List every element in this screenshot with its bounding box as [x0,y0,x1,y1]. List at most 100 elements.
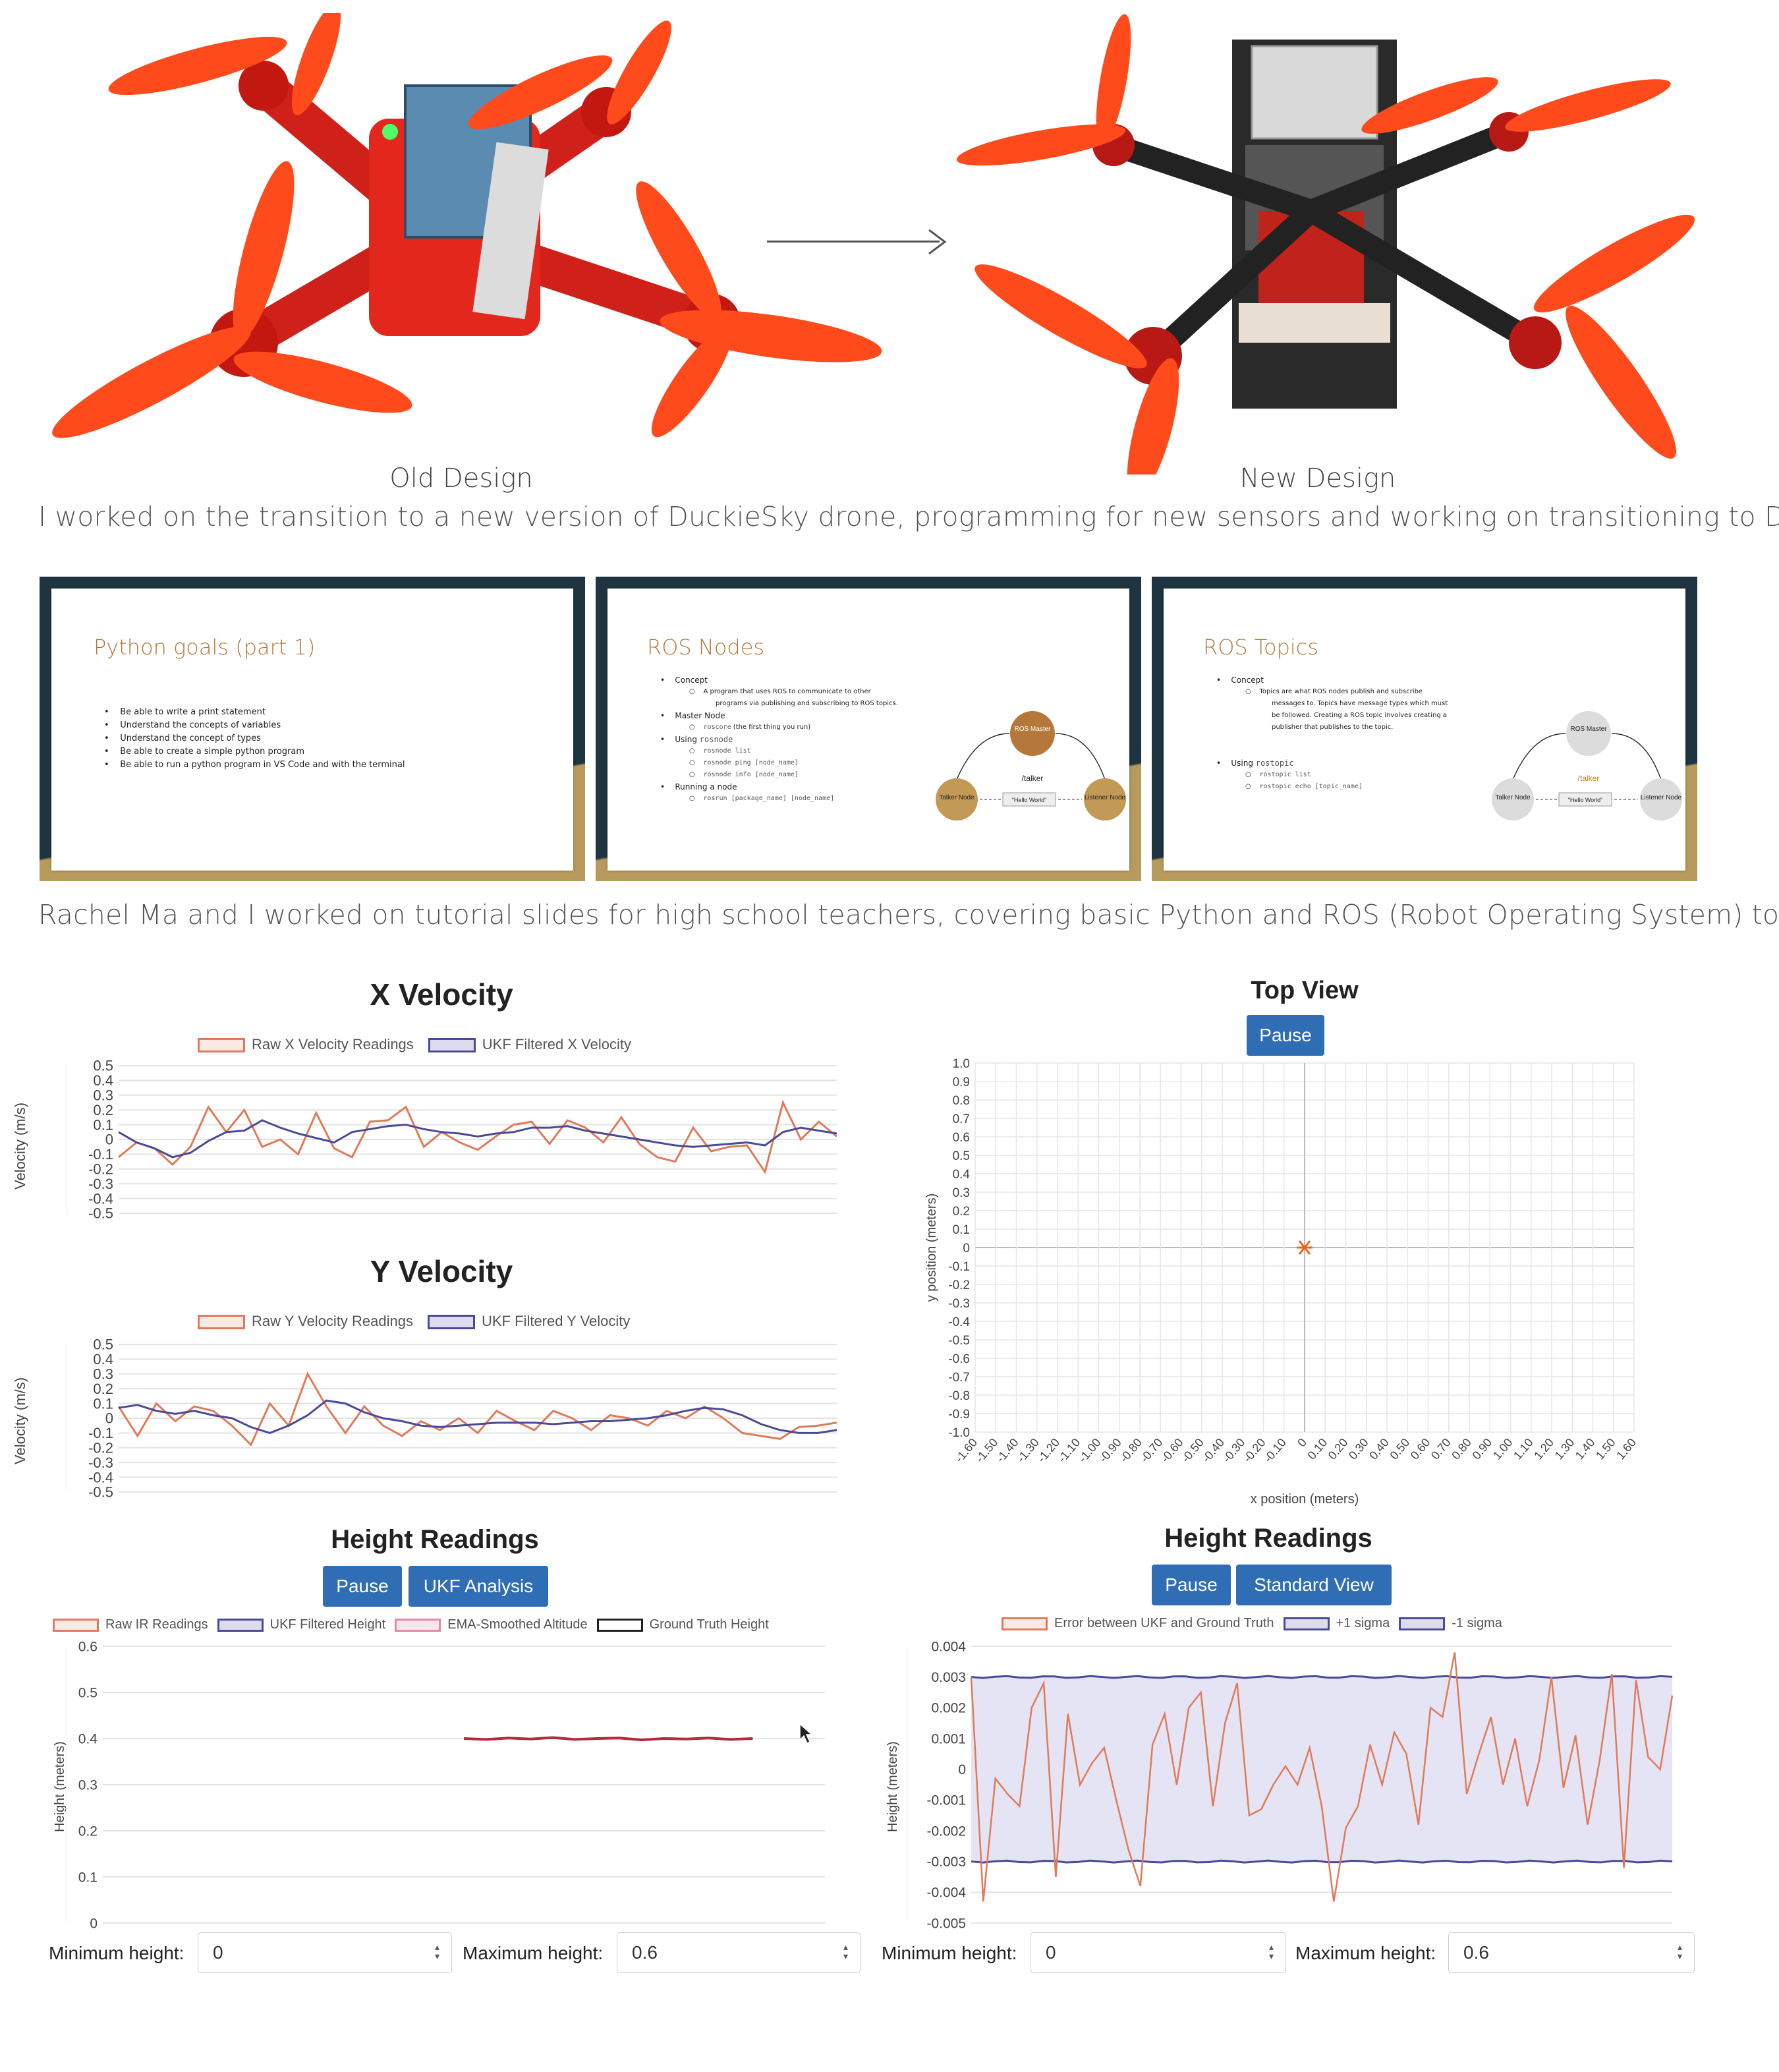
master-node [1010,711,1055,756]
x-tick-label: -1.10 [1056,1436,1083,1465]
stepper-icon[interactable]: ▴ ▾ [1677,1942,1682,1961]
y-tick-label: 0.3 [93,1087,113,1104]
series-line [117,1371,837,1447]
y-tick-label: -0.3 [948,1297,970,1311]
sub-item: ○ roscore (the first thing you run) [689,724,811,731]
stepper-icon[interactable]: ▴ ▾ [434,1942,439,1961]
y-tick-label: -0.4 [88,1469,113,1485]
top-view-pause-button[interactable]: Pause [1247,1015,1324,1056]
y-tick-label: 0.2 [93,1102,113,1118]
y-tick-label: -0.5 [88,1205,113,1222]
y-tick-label: 0.3 [93,1366,113,1383]
stepper-icon[interactable]: ▴ ▾ [1268,1942,1274,1961]
x-tick-label: -0.70 [1138,1436,1166,1465]
y-tick-label: 0.004 [931,1639,966,1654]
x-tick-label: 1.40 [1573,1436,1598,1462]
height-left-min-label: Minimum height: [49,1943,184,1963]
height-left-chart: 0.6 0.5 0.4 0.3 0.2 0.1 0 [66,1639,825,1931]
y-tick-label: -1.0 [948,1426,970,1440]
x-tick-label: 1.10 [1511,1436,1536,1462]
height-right-max-input[interactable]: 0.6 ▴ ▾ [1448,1932,1695,1973]
legend-item[interactable]: UKF Filtered Y Velocity [428,1313,630,1330]
y-tick-label: 0.1 [953,1223,970,1237]
legend-item[interactable]: Ground Truth Height [596,1617,769,1632]
slide-ros-topics: ROS Topics • Concept ○ Topics are what R… [1152,577,1697,881]
plus-sigma-line [971,1675,1673,1679]
y-tick-label: -0.3 [88,1176,113,1192]
y-tick-label: 0.001 [931,1731,966,1746]
ros-node-diagram: ROS Master /talker Talker Node Listener … [936,711,1126,820]
stepper-icon[interactable]: ▴ ▾ [843,1942,848,1961]
sub-item: ○ rostopic echo [topic_name] [1245,783,1363,790]
bullet-item: • Concept [1216,676,1264,685]
y-tick-label: 0.6 [953,1131,970,1145]
x-velocity-legend: Raw X Velocity Readings UKF Filtered X V… [198,1036,631,1053]
message-label: "Hello World" [1012,797,1047,803]
x-tick-label: -1.30 [1014,1436,1042,1465]
y-tick-label: -0.2 [88,1440,113,1456]
legend-item[interactable]: Raw Y Velocity Readings [198,1313,413,1330]
x-axis-label: x position (meters) [1251,1492,1359,1507]
slide-python-goals: Python goals (part 1) • Be able to write… [40,577,585,881]
series-line [970,1652,1674,1902]
height-right-min-input[interactable]: 0 ▴ ▾ [1031,1932,1286,1973]
height-left-max-input[interactable]: 0.6 ▴ ▾ [617,1932,861,1973]
slide-page: Python goals (part 1) • Be able to write… [51,589,573,871]
legend-item[interactable]: -1 sigma [1399,1616,1502,1631]
height-left-max-label: Maximum height: [463,1943,604,1963]
sub-item: ○ Topics are what ROS nodes publish and … [1245,688,1423,695]
legend-item[interactable]: UKF Filtered Height [217,1617,385,1632]
master-label: ROS Master [1014,726,1051,733]
slide-title: ROS Topics [1203,635,1319,660]
height-right-standard-view-button[interactable]: Standard View [1236,1565,1392,1605]
listener-label: Listener Node [1085,794,1126,801]
height-left-pause-button[interactable]: Pause [323,1566,402,1607]
height-left-title: Height Readings [331,1525,539,1554]
slide-page: ROS Nodes • Concept ○ A program that use… [607,589,1129,871]
bullet-item: • Understand the concept of types [104,734,261,743]
transition-arrow [767,241,940,243]
y-tick-label: -0.3 [88,1454,113,1471]
legend-item[interactable]: Error between UKF and Ground Truth [1002,1616,1274,1631]
legend-item[interactable]: Raw IR Readings [53,1617,208,1632]
bullet-item: • Using rosnode [660,735,733,744]
slide-ros-nodes: ROS Nodes • Concept ○ A program that use… [596,577,1141,881]
height-left-min-input[interactable]: 0 ▴ ▾ [198,1932,452,1973]
x-tick-label: -0.10 [1261,1436,1289,1465]
y-tick-label: -0.003 [926,1855,966,1870]
y-tick-label: 0.1 [93,1116,113,1133]
sub-item: publisher that publishes to the topic. [1272,724,1394,731]
master-label: ROS Master [1570,726,1607,733]
legend-item[interactable]: UKF Filtered X Velocity [428,1036,631,1053]
x-velocity-chart: 0.50.40.30.20.10-0.1-0.2-0.3-0.4-0.5 [66,1058,837,1222]
legend-item[interactable]: EMA-Smoothed Altitude [395,1617,588,1632]
x-tick-label: 0 [1295,1436,1309,1450]
y-tick-label: 0 [105,1132,113,1148]
x-tick-label: 0.60 [1408,1436,1433,1462]
legend-item[interactable]: +1 sigma [1283,1616,1390,1631]
y-tick-label: 0.1 [93,1395,113,1412]
height-right-pause-button[interactable]: Pause [1152,1565,1231,1605]
slide-bullets: • Concept ○ A program that uses ROS to c… [660,674,898,805]
message-label: "Hello World" [1568,797,1603,803]
y-axis-label: y position (meters) [924,1194,939,1302]
y-tick-label: -0.5 [88,1484,113,1501]
y-tick-label: 0.002 [931,1701,966,1716]
bullet-item: • Be able to write a print statement [104,707,266,717]
x-velocity-ylabel: Velocity (m/s) [12,1102,28,1190]
y-tick-label: 0.2 [93,1381,113,1397]
y-tick-label: 0.4 [78,1731,98,1746]
height-left-ukf-analysis-button[interactable]: UKF Analysis [409,1566,548,1607]
y-tick-label: 0.5 [93,1058,113,1074]
listener-node [1640,778,1682,820]
bullet-item: • Master Node [660,711,725,720]
y-tick-label: -0.9 [948,1408,970,1422]
legend-item[interactable]: Raw X Velocity Readings [198,1036,414,1053]
y-tick-label: -0.4 [88,1190,113,1207]
y-tick-label: 0.3 [953,1186,970,1200]
y-velocity-legend: Raw Y Velocity Readings UKF Filtered Y V… [198,1313,630,1330]
y-tick-label: -0.8 [948,1389,970,1403]
y-tick-label: 0.5 [78,1685,98,1700]
y-velocity-ylabel: Velocity (m/s) [12,1377,28,1464]
x-tick-label: 1.50 [1593,1436,1618,1462]
